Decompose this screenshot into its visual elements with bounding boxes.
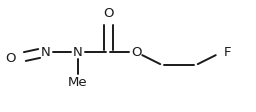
- Text: N: N: [73, 45, 83, 58]
- Text: O: O: [5, 52, 16, 65]
- Text: N: N: [41, 45, 51, 58]
- Text: F: F: [224, 45, 231, 58]
- Text: Me: Me: [68, 76, 88, 89]
- Text: O: O: [131, 45, 141, 58]
- Text: O: O: [103, 7, 113, 20]
